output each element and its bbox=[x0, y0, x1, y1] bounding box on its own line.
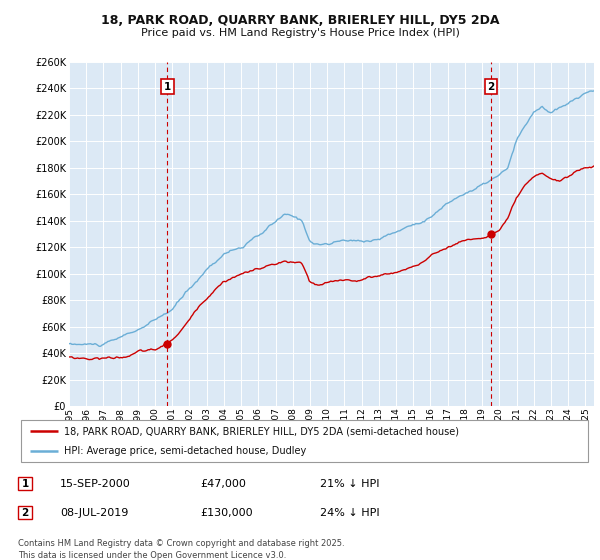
Text: £47,000: £47,000 bbox=[200, 479, 246, 488]
Text: 24% ↓ HPI: 24% ↓ HPI bbox=[320, 508, 380, 518]
Text: Contains HM Land Registry data © Crown copyright and database right 2025.: Contains HM Land Registry data © Crown c… bbox=[18, 539, 344, 548]
Text: 2: 2 bbox=[487, 82, 494, 92]
Text: HPI: Average price, semi-detached house, Dudley: HPI: Average price, semi-detached house,… bbox=[64, 446, 306, 456]
Text: 18, PARK ROAD, QUARRY BANK, BRIERLEY HILL, DY5 2DA (semi-detached house): 18, PARK ROAD, QUARRY BANK, BRIERLEY HIL… bbox=[64, 426, 458, 436]
Text: 08-JUL-2019: 08-JUL-2019 bbox=[60, 508, 128, 518]
Text: This data is licensed under the Open Government Licence v3.0.: This data is licensed under the Open Gov… bbox=[18, 550, 286, 559]
Text: 21% ↓ HPI: 21% ↓ HPI bbox=[320, 479, 380, 488]
Text: 18, PARK ROAD, QUARRY BANK, BRIERLEY HILL, DY5 2DA: 18, PARK ROAD, QUARRY BANK, BRIERLEY HIL… bbox=[101, 14, 499, 27]
Text: 2: 2 bbox=[22, 508, 29, 518]
Text: Price paid vs. HM Land Registry's House Price Index (HPI): Price paid vs. HM Land Registry's House … bbox=[140, 28, 460, 38]
Text: 15-SEP-2000: 15-SEP-2000 bbox=[60, 479, 131, 488]
Text: 1: 1 bbox=[164, 82, 171, 92]
Text: £130,000: £130,000 bbox=[200, 508, 253, 518]
Bar bbox=[18, 506, 32, 520]
Text: 1: 1 bbox=[22, 479, 29, 488]
Bar bbox=[18, 477, 32, 490]
